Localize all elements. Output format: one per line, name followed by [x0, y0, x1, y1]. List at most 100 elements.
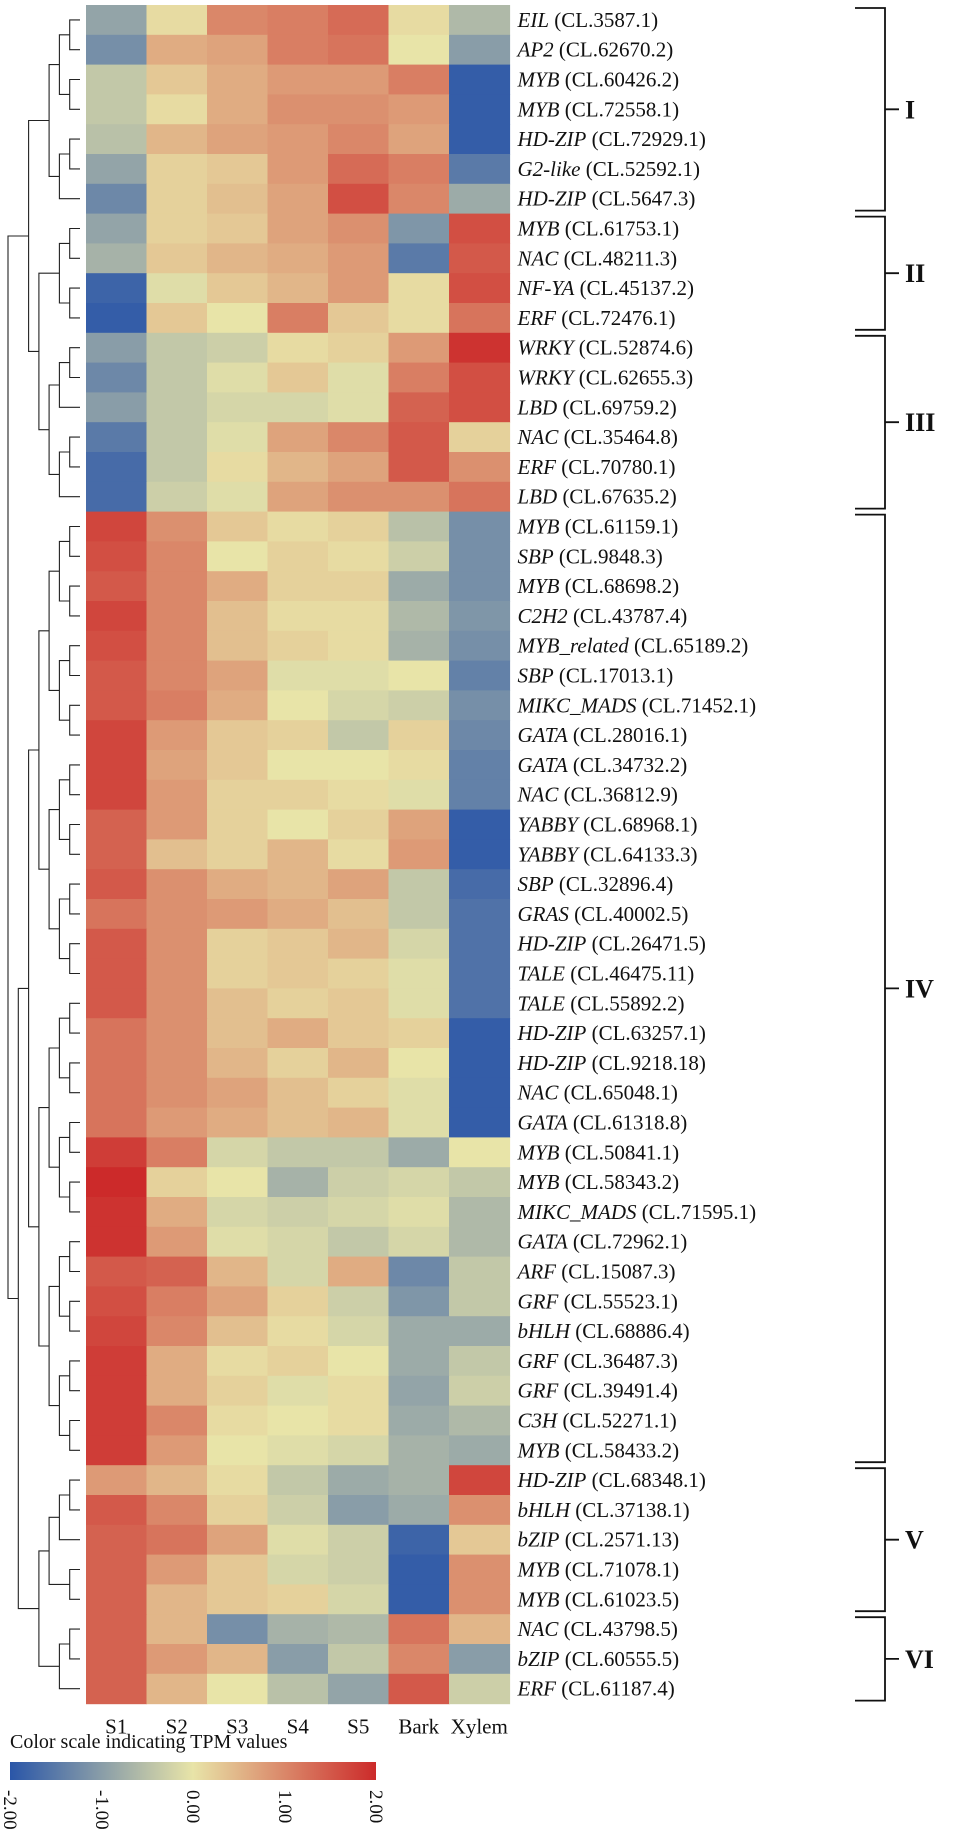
heatmap-cell: [328, 1346, 390, 1377]
heatmap-cell: [146, 1554, 208, 1585]
heatmap-cell: [86, 183, 148, 215]
gene-family: ERF: [517, 1677, 557, 1701]
dendrogram-branch: [69, 1002, 80, 1034]
heatmap-cell: [146, 1614, 208, 1645]
row-label: GATA (CL.28016.1): [518, 723, 688, 747]
gene-id: (CL.61187.4): [556, 1677, 675, 1701]
heatmap-cell: [267, 124, 329, 155]
column-label: S3: [226, 1715, 248, 1739]
dendrogram-branch: [69, 227, 80, 259]
heatmap-cell: [86, 750, 148, 781]
gene-id: (CL.68698.2): [560, 574, 680, 598]
heatmap-cell: [449, 1018, 511, 1049]
heatmap-cell: [388, 1197, 450, 1228]
heatmap-cell: [207, 839, 269, 870]
row-label: HD-ZIP (CL.9218.18): [517, 1051, 706, 1075]
gene-id: (CL.34732.2): [568, 753, 688, 777]
gene-id: (CL.61159.1): [560, 515, 679, 539]
gene-id: (CL.61753.1): [560, 217, 680, 241]
gene-family: SBP: [518, 664, 554, 688]
row-label: G2-like (CL.52592.1): [518, 157, 701, 181]
heatmap-cell: [449, 183, 511, 215]
gene-family: HD-ZIP: [517, 127, 587, 151]
heatmap-cell: [146, 452, 208, 483]
heatmap-cell: [328, 1375, 390, 1407]
heatmap-cell: [328, 64, 390, 95]
heatmap-cell: [388, 1465, 450, 1496]
gene-id: (CL.71452.1): [637, 693, 757, 717]
heatmap-cell: [328, 392, 390, 423]
heatmap-cell: [207, 1673, 269, 1705]
gene-id: (CL.62670.2): [554, 38, 674, 62]
color-scale-tick: -2.00: [0, 1790, 20, 1830]
heatmap-cell: [267, 1495, 329, 1526]
heatmap-cell: [86, 720, 148, 751]
gene-family: MYB: [517, 1438, 560, 1462]
heatmap-cell: [207, 34, 269, 66]
dendrogram-branch: [38, 1107, 50, 1347]
cluster-label: V: [905, 1526, 924, 1555]
heatmap-cell: [388, 1316, 450, 1347]
heatmap-cell: [449, 1465, 511, 1496]
gene-id: (CL.5647.3): [586, 187, 695, 211]
gene-id: (CL.65048.1): [558, 1081, 678, 1105]
heatmap-cell: [146, 928, 208, 960]
gene-family: HD-ZIP: [517, 932, 587, 956]
heatmap-cell: [388, 183, 450, 215]
gene-family: GATA: [518, 1111, 568, 1135]
row-label: MIKC_MADS (CL.71452.1): [517, 693, 757, 717]
heatmap-cell: [267, 481, 329, 513]
heatmap-cell: [267, 809, 329, 840]
heatmap-cell: [207, 94, 269, 125]
heatmap-cell: [207, 1346, 269, 1377]
heatmap-cell: [449, 392, 511, 423]
heatmap-cell: [449, 1495, 511, 1526]
row-label: WRKY (CL.62655.3): [518, 366, 694, 390]
heatmap-cell: [267, 869, 329, 900]
heatmap-cell: [328, 809, 390, 840]
gene-id: (CL.9848.3): [554, 544, 663, 568]
heatmap-cell: [388, 481, 450, 513]
heatmap-cell: [449, 422, 511, 453]
heatmap-cell: [449, 273, 511, 304]
heatmap-cell: [328, 1018, 390, 1049]
heatmap-cell: [86, 1137, 148, 1168]
heatmap-cell: [328, 660, 390, 691]
dendrogram-branch: [69, 1419, 80, 1451]
row-label: GATA (CL.61318.8): [518, 1111, 688, 1135]
heatmap-cell: [207, 1077, 269, 1109]
row-label: MYB (CL.58433.2): [517, 1438, 680, 1462]
heatmap-cell: [207, 124, 269, 155]
heatmap-cell: [86, 243, 148, 274]
heatmap-cell: [449, 1435, 511, 1466]
row-label: HD-ZIP (CL.68348.1): [517, 1468, 706, 1492]
heatmap-cell: [388, 1226, 450, 1258]
heatmap-cell: [207, 869, 269, 900]
gene-family: MYB: [517, 97, 560, 121]
heatmap-cell: [328, 1048, 390, 1079]
heatmap-cell: [449, 630, 511, 662]
gene-family: MYB: [517, 217, 560, 241]
heatmap-cell: [86, 34, 148, 66]
heatmap-cell: [267, 243, 329, 274]
heatmap-cell: [207, 720, 269, 751]
heatmap-cell: [146, 1137, 208, 1168]
heatmap-cell: [328, 899, 390, 930]
legend-title: Color scale indicating TPM values: [10, 1731, 288, 1753]
heatmap-cell: [146, 481, 208, 513]
heatmap-cell: [86, 988, 148, 1019]
gene-id: (CL.40002.5): [569, 902, 689, 926]
gene-id: (CL.52874.6): [574, 336, 694, 360]
gene-family: bZIP: [518, 1528, 560, 1552]
heatmap-cell: [267, 839, 329, 870]
heatmap-cell: [388, 630, 450, 662]
heatmap-cell: [86, 869, 148, 900]
heatmap-cell: [449, 1375, 511, 1407]
heatmap-cell: [449, 1167, 511, 1198]
dendrogram-branch: [69, 943, 80, 975]
heatmap-cell: [86, 630, 148, 662]
heatmap-cell: [328, 94, 390, 125]
cluster-bracket: [855, 1616, 899, 1702]
gene-family: EIL: [517, 8, 550, 32]
heatmap-cell: [267, 303, 329, 334]
